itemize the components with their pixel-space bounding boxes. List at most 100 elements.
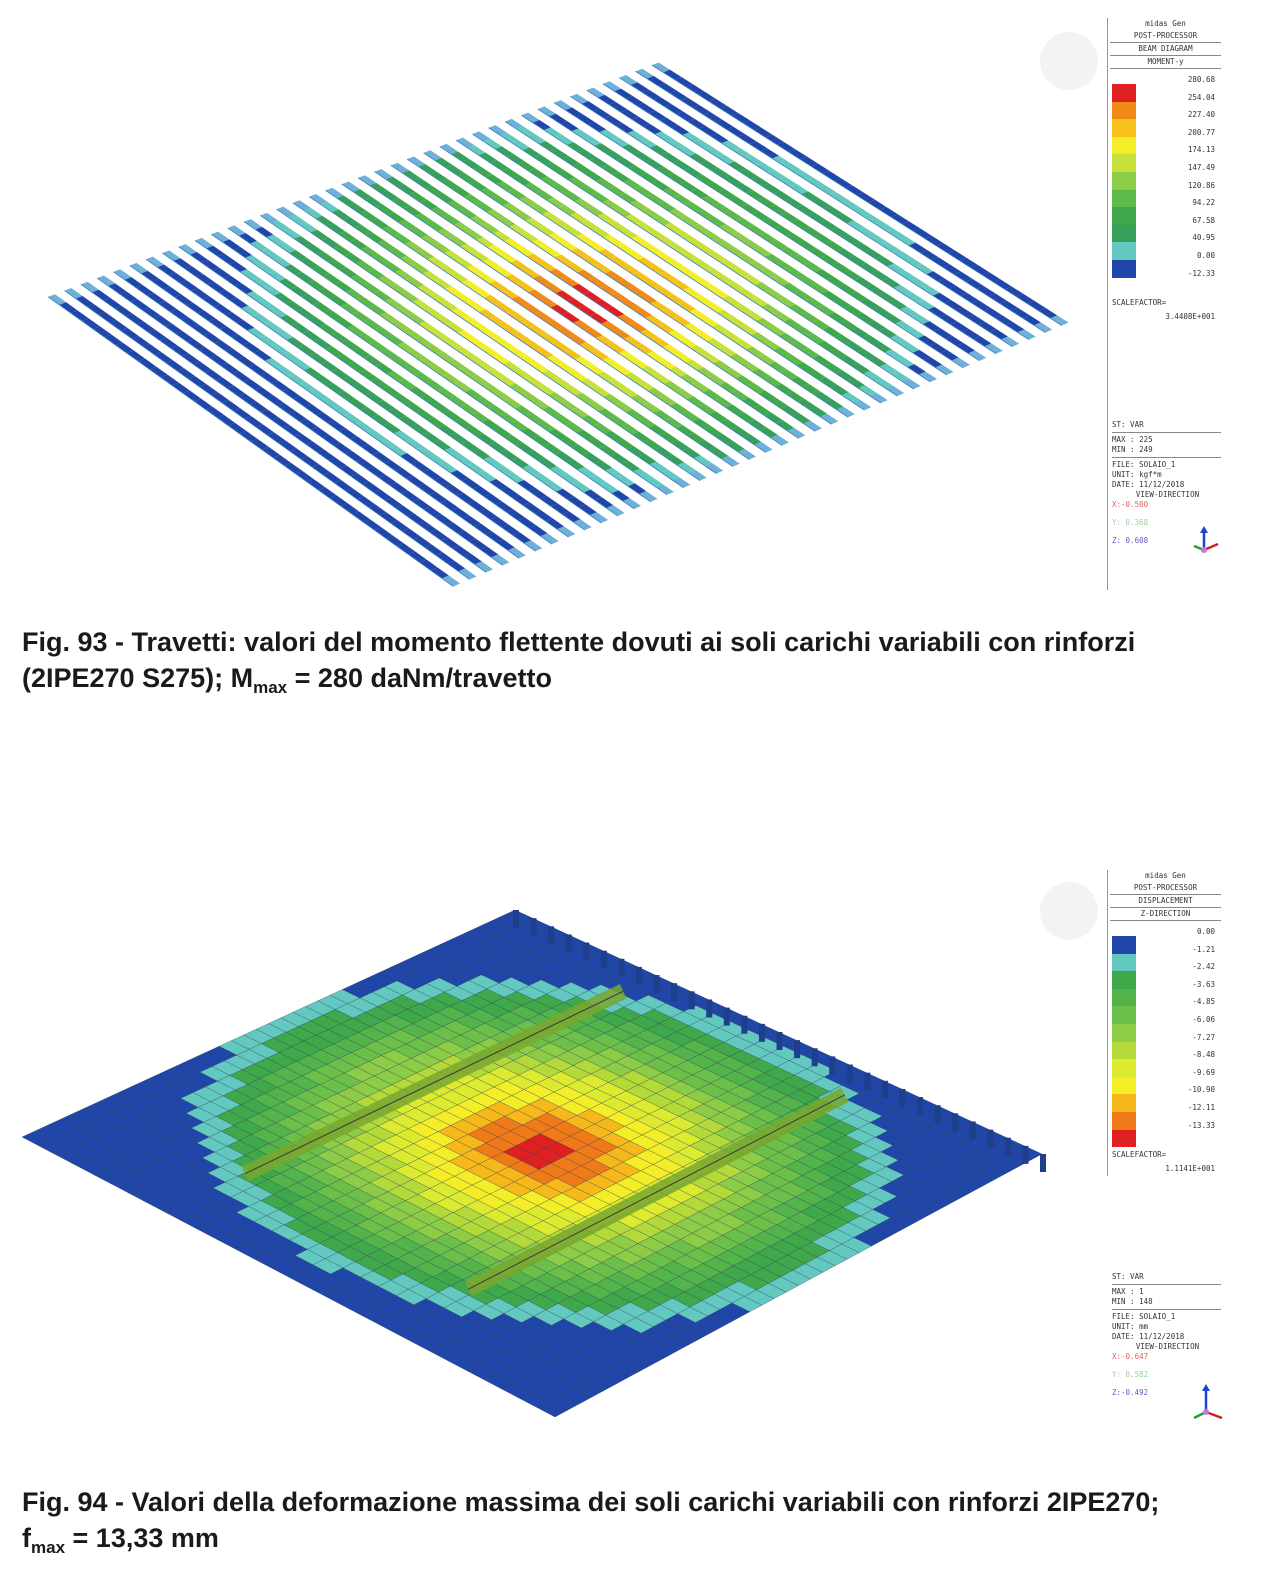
joist-segment (370, 218, 389, 229)
joist-segment (448, 395, 467, 407)
joist-segment (597, 371, 616, 383)
joist-segment (350, 274, 369, 286)
joist-segment (812, 198, 831, 209)
scale-row: -1.21 (1108, 945, 1223, 972)
joist-segment (260, 212, 279, 224)
joist-segment (675, 388, 694, 400)
joist-segment (488, 441, 507, 453)
joist-line (406, 158, 816, 432)
joist-segment (415, 409, 434, 420)
joist-segment (289, 250, 308, 261)
joist-segment (633, 151, 652, 162)
joist-segment (684, 323, 703, 334)
rib-edge (723, 1007, 730, 1026)
rib-edge (1022, 1145, 1029, 1164)
joist-segment (779, 369, 799, 380)
scale-row: 254.04 (1108, 93, 1223, 120)
joist-segment (741, 397, 761, 409)
joist-segment (507, 188, 526, 200)
joist-segment (612, 328, 631, 339)
joist-segment (343, 217, 362, 228)
joist-segment (776, 261, 795, 272)
joist-segment (568, 177, 587, 188)
joist-segment (688, 470, 707, 481)
joist-segment (822, 326, 842, 337)
joist-segment (418, 521, 437, 533)
joist-segment (749, 296, 768, 307)
joist-segment (244, 416, 263, 427)
joist-segment (426, 417, 446, 428)
joist-segment (772, 311, 791, 322)
joist-segment (763, 218, 782, 229)
joist-segment (737, 133, 757, 144)
joist-segment (685, 359, 704, 371)
joist-segment (686, 237, 705, 248)
joist-segment (697, 91, 716, 102)
joist-segment (689, 309, 708, 320)
joist-segment (626, 249, 645, 261)
joist-segment (437, 387, 456, 399)
joist-segment (164, 323, 183, 334)
joist-segment (606, 505, 625, 516)
joist-segment (697, 403, 716, 415)
joist-segment (497, 216, 516, 228)
joist-segment (211, 231, 230, 243)
joist-segment (945, 335, 964, 347)
joist-segment (177, 368, 196, 379)
joist-segment (694, 294, 713, 306)
joist-segment (1033, 322, 1053, 333)
joist-segment (409, 227, 428, 238)
joist-segment (769, 398, 788, 409)
joist-segment (603, 393, 622, 405)
joist-segment (539, 141, 558, 152)
joist-segment (324, 309, 343, 321)
joist-segment (763, 376, 782, 387)
joist-segment (890, 214, 910, 225)
joist-segment (490, 316, 509, 328)
joist-segment (849, 291, 868, 302)
joist-segment (742, 239, 761, 250)
joist-segment (546, 355, 565, 366)
joist-segment (275, 329, 294, 340)
joist-segment (774, 225, 794, 236)
joist-segment (772, 155, 791, 166)
joist-segment (312, 301, 332, 313)
joist-segment (553, 100, 573, 111)
joist-segment (589, 313, 608, 324)
joist-segment (548, 428, 568, 440)
rib-edge (653, 975, 660, 994)
joist-segment (346, 325, 365, 336)
joist-segment (520, 231, 539, 243)
joist-segment (853, 241, 872, 252)
joist-segment (299, 418, 318, 430)
joist-segment (714, 238, 733, 249)
joist-segment (768, 361, 787, 373)
joist-segment (786, 391, 805, 402)
joist-line (227, 227, 635, 510)
joist-segment (561, 312, 581, 323)
joist-segment (931, 257, 950, 268)
joist-segment (868, 356, 887, 367)
joist-segment (662, 187, 681, 198)
joist-segment (514, 210, 533, 221)
joist-segment (940, 350, 959, 361)
joist-segment (695, 330, 714, 342)
joist-segment (571, 444, 590, 456)
joist-segment (368, 304, 387, 316)
joist-segment (306, 279, 325, 291)
scale-factor-label: SCALEFACTOR= (1112, 1150, 1167, 1160)
joist-segment (740, 203, 760, 214)
joist-segment (302, 330, 321, 342)
joist-segment (955, 307, 974, 318)
joist-segment (759, 427, 778, 438)
joist-segment (451, 151, 470, 162)
joist-segment (531, 398, 550, 410)
joist-segment (510, 457, 530, 469)
joist-segment (395, 467, 414, 479)
joist-segment (143, 344, 162, 355)
joist-segment (632, 116, 651, 127)
joist-segment (456, 492, 475, 504)
joist-segment (308, 352, 328, 364)
joist-segment (825, 399, 844, 410)
joist-segment (407, 156, 426, 167)
